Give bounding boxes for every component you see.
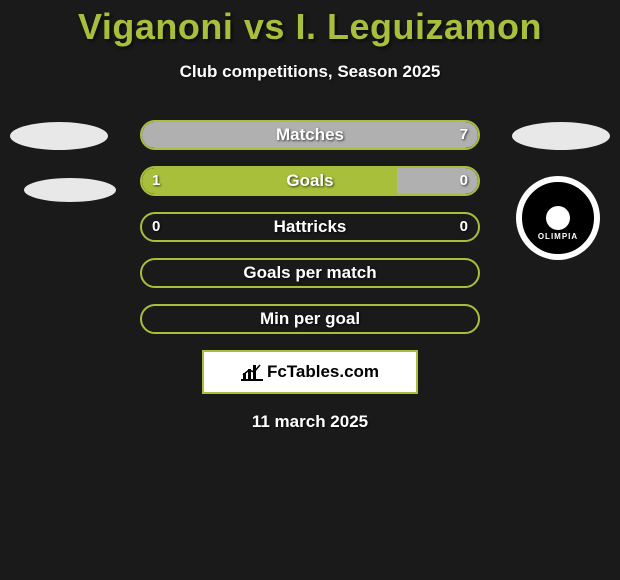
stat-right-value: 7 <box>460 122 468 148</box>
stat-row: Hattricks0 0 <box>140 212 480 242</box>
soccer-ball-icon <box>546 206 570 230</box>
player-left-placeholder-1 <box>10 122 108 150</box>
stat-right-value: 0 <box>460 214 468 240</box>
stat-label: Goals per match <box>142 260 478 286</box>
page-subtitle: Club competitions, Season 2025 <box>0 62 620 82</box>
stats-container: Matches7Goals10Hattricks00Goals per matc… <box>140 120 480 334</box>
footer-date: 11 march 2025 <box>0 412 620 432</box>
branding-text: FcTables.com <box>267 362 379 382</box>
stat-row: Goals1 0 <box>140 166 480 196</box>
player-left-placeholder-2 <box>24 178 116 202</box>
branding-box: FcTables.com <box>202 350 418 394</box>
page-title: Viganoni vs I. Leguizamon <box>0 0 620 48</box>
stat-row: Matches7 <box>140 120 480 150</box>
player-right-placeholder <box>512 122 610 150</box>
stat-right-value: 0 <box>460 168 468 194</box>
club-logo-text: OLIMPIA <box>538 232 578 241</box>
stat-left-value: 0 <box>152 214 160 240</box>
stat-left-value: 1 <box>152 168 160 194</box>
stat-label: Min per goal <box>142 306 478 332</box>
stat-row: Min per goal <box>140 304 480 334</box>
stat-label: Hattricks <box>142 214 478 240</box>
club-logo-right: OLIMPIA <box>516 176 600 260</box>
stat-label: Matches <box>142 122 478 148</box>
stat-row: Goals per match <box>140 258 480 288</box>
club-logo-olimpia: OLIMPIA <box>522 182 594 254</box>
stat-label: Goals <box>142 168 478 194</box>
chart-bar-icon <box>241 363 263 381</box>
